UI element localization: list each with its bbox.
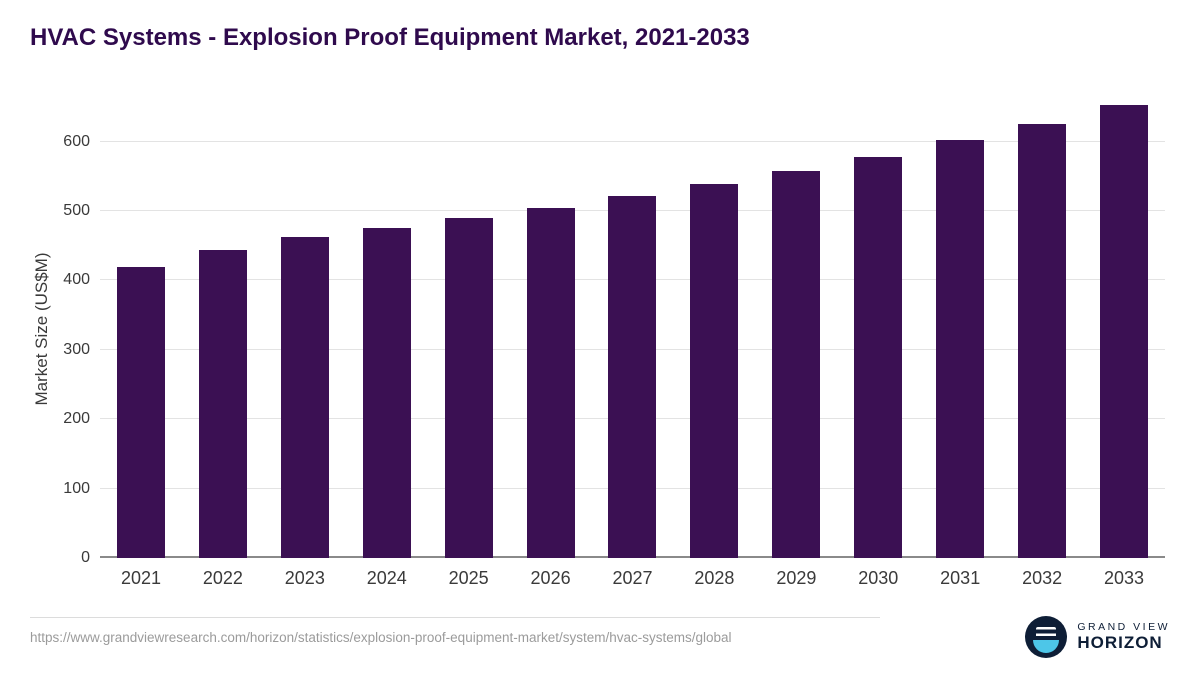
bar-column: [755, 100, 837, 558]
x-tick-label: 2033: [1104, 568, 1145, 588]
x-tick-label: 2030: [858, 568, 899, 588]
y-tick-label: 300: [63, 340, 90, 358]
logo-stripes: [1036, 627, 1057, 638]
y-tick-label: 600: [63, 132, 90, 150]
bar-column: [428, 100, 510, 558]
x-tick-label: 2025: [448, 568, 489, 588]
y-tick-label: 200: [63, 410, 90, 428]
bar-column: [919, 100, 1001, 558]
source-url: https://www.grandviewresearch.com/horizo…: [30, 630, 732, 645]
plot-area: 0 100 200 300 400 500 600: [63, 100, 1165, 566]
y-tick-label: 500: [63, 202, 90, 220]
grandview-horizon-logo: GRAND VIEW HORIZON: [1025, 616, 1170, 658]
x-tick-label: 2022: [202, 568, 243, 588]
gridline: [100, 140, 1165, 142]
bar-2027: [608, 196, 657, 558]
x-tick-label: 2024: [366, 568, 407, 588]
bar-column: [673, 100, 755, 558]
bar-column: [264, 100, 346, 558]
footer-divider: [30, 617, 880, 618]
x-tick-label: 2028: [694, 568, 735, 588]
bar-series: [100, 100, 1165, 558]
bar-column: [182, 100, 264, 558]
bar-2032: [1018, 124, 1067, 558]
logo-text-grand-view: GRAND VIEW: [1077, 621, 1170, 634]
horizon-logo-icon: [1025, 616, 1068, 658]
y-tick-label: 0: [81, 549, 90, 566]
bar-column: [510, 100, 592, 558]
y-tick-label: 100: [63, 479, 90, 497]
logo-text: GRAND VIEW HORIZON: [1077, 621, 1170, 653]
y-tick-label: 400: [63, 271, 90, 289]
chart-title: HVAC Systems - Explosion Proof Equipment…: [30, 24, 750, 51]
bar-column: [1083, 100, 1165, 558]
bar-2030: [854, 156, 903, 558]
x-tick-label: 2029: [776, 568, 817, 588]
y-axis-label: Market Size (US$M): [32, 252, 51, 406]
logo-horizon-half: [1033, 640, 1060, 653]
bar-2033: [1100, 104, 1149, 558]
x-tick-label: 2031: [940, 568, 981, 588]
bar-2031: [936, 140, 985, 558]
bar-2021: [116, 266, 165, 558]
x-tick-label: 2032: [1022, 568, 1063, 588]
bar-column: [100, 100, 182, 558]
bar-column: [346, 100, 428, 558]
bar-2026: [526, 208, 575, 558]
bar-column: [1001, 100, 1083, 558]
x-axis: 2021 2022 2023 2024 2025 2026 2027 2028 2029 2030…: [100, 568, 1165, 589]
bar-column: [592, 100, 674, 558]
x-tick-label: 2021: [120, 568, 161, 588]
x-tick-label: 2026: [530, 568, 571, 588]
bar-2025: [444, 217, 493, 558]
bar-column: [837, 100, 919, 558]
bar-2023: [280, 236, 329, 558]
x-tick-label: 2027: [612, 568, 653, 588]
bar-2022: [198, 249, 247, 558]
bar-2029: [772, 170, 821, 558]
logo-text-horizon: HORIZON: [1077, 633, 1163, 653]
x-tick-label: 2023: [284, 568, 325, 588]
bar-2028: [690, 183, 739, 558]
bar-2024: [362, 227, 411, 558]
